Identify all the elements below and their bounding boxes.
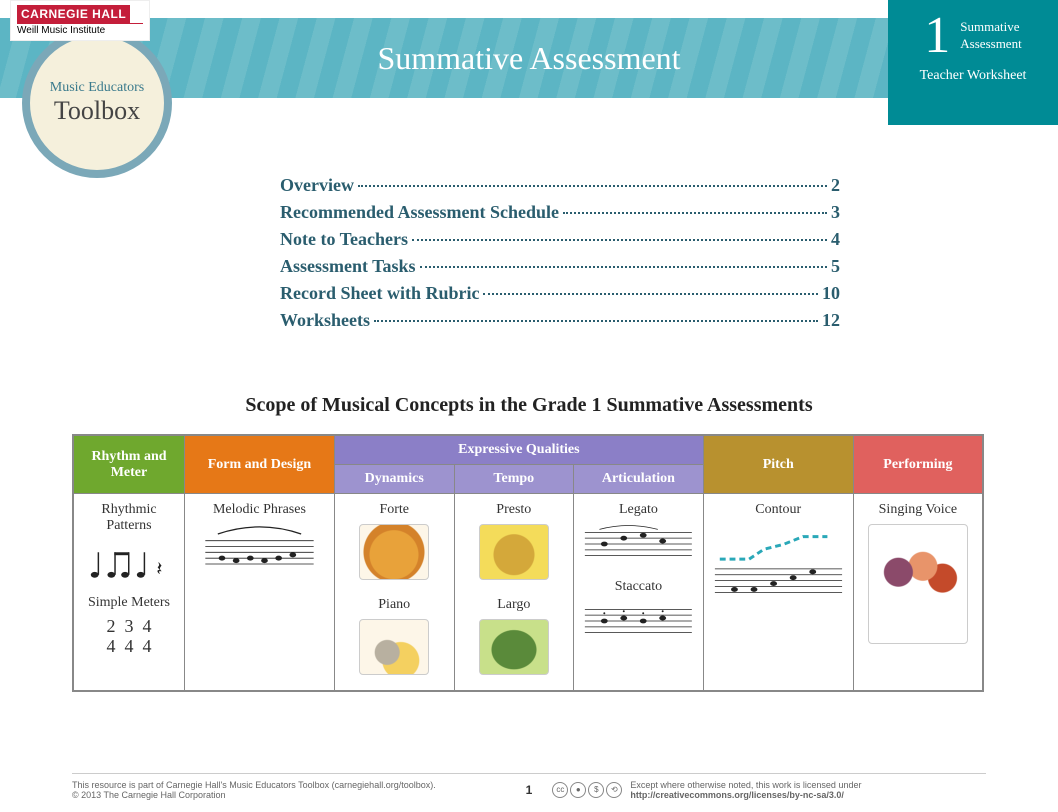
circle-line1: Music Educators (50, 80, 144, 96)
footer-license: Except where otherwise noted, this work … (630, 780, 861, 790)
badge-line1: Summative (960, 19, 1021, 36)
cell-dynamics: Forte Piano (334, 494, 454, 692)
hdr-form: Form and Design (184, 435, 334, 494)
sa-icon: ⟲ (606, 782, 622, 798)
scope-table: Rhythm and Meter Form and Design Express… (72, 434, 984, 692)
badge-zigzag (888, 113, 1058, 125)
circle-line2: Toolbox (54, 96, 140, 126)
toc-row: Worksheets12 (280, 310, 840, 331)
svg-text:𝄽: 𝄽 (156, 559, 162, 580)
cell-articulation: Legato Staccato (574, 494, 704, 692)
nc-icon: $ (588, 782, 604, 798)
toc-row: Note to Teachers4 (280, 229, 840, 250)
staccato-icon (580, 601, 697, 641)
cell-pitch: Contour (703, 494, 853, 692)
hdr-tempo: Tempo (454, 465, 574, 494)
cell-rhythm: Rhythmic Patterns 𝄽 Simple Meters 2 3 44… (73, 494, 184, 692)
page-number: 1 (506, 783, 553, 797)
grade-badge: 1 Summative Assessment Teacher Worksheet (888, 0, 1058, 115)
forte-lion-icon (359, 524, 429, 580)
legato-icon (580, 524, 697, 564)
page-footer: This resource is part of Carnegie Hall's… (72, 773, 986, 800)
cell-form: Melodic Phrases (184, 494, 334, 692)
rhythm-notation-icon: 𝄽 (80, 540, 178, 590)
footer-license-url: http://creativecommons.org/licenses/by-n… (630, 790, 861, 800)
institute-name: Weill Music Institute (17, 23, 143, 36)
cc-icons: cc●$⟲ (552, 782, 622, 798)
piano-mouse-icon (359, 619, 429, 675)
footer-copyright: © 2013 The Carnegie Hall Corporation (72, 790, 506, 800)
hdr-dynamics: Dynamics (334, 465, 454, 494)
logo-block: CARNEGIE HALL Weill Music Institute Musi… (10, 0, 150, 41)
badge-footer: Teacher Worksheet (896, 68, 1050, 84)
hdr-expressive: Expressive Qualities (334, 435, 703, 465)
toc-row: Overview2 (280, 175, 840, 196)
carnegie-logo: CARNEGIE HALL (17, 5, 130, 23)
hdr-articulation: Articulation (574, 465, 704, 494)
scope-heading: Scope of Musical Concepts in the Grade 1… (0, 394, 1058, 417)
footer-resource: This resource is part of Carnegie Hall's… (72, 780, 506, 790)
cell-performing: Singing Voice (853, 494, 983, 692)
contour-icon (710, 524, 847, 604)
hdr-performing: Performing (853, 435, 983, 494)
toc-row: Recommended Assessment Schedule3 (280, 202, 840, 223)
page-title: Summative Assessment (377, 40, 680, 77)
cell-tempo: Presto Largo (454, 494, 574, 692)
toc-row: Assessment Tasks5 (280, 256, 840, 277)
badge-line2: Assessment (960, 36, 1021, 53)
by-icon: ● (570, 782, 586, 798)
melodic-phrase-icon (191, 524, 328, 574)
hdr-pitch: Pitch (703, 435, 853, 494)
table-of-contents: Overview2 Recommended Assessment Schedul… (280, 175, 840, 337)
grade-number: 1 (924, 10, 950, 62)
presto-rabbit-icon (479, 524, 549, 580)
toolbox-circle: Music Educators Toolbox (22, 28, 172, 178)
toc-row: Record Sheet with Rubric10 (280, 283, 840, 304)
singing-voice-icon (868, 524, 968, 644)
largo-turtle-icon (479, 619, 549, 675)
cc-icon: cc (552, 782, 568, 798)
hdr-rhythm: Rhythm and Meter (73, 435, 184, 494)
